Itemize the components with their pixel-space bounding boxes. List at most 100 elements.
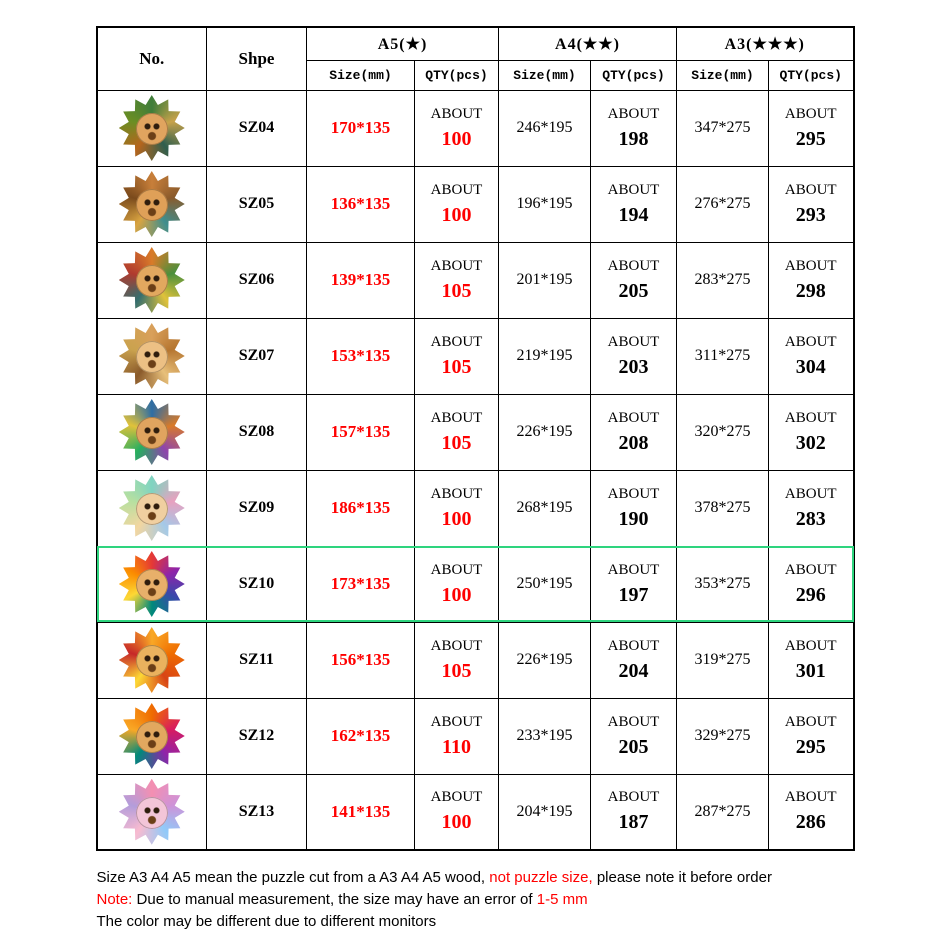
- lion-puzzle-image: [118, 703, 185, 769]
- lion-puzzle-image: [118, 399, 185, 465]
- a3-size-value: 378*275: [676, 469, 769, 547]
- a5-qty-value: 105: [441, 355, 472, 378]
- table-row: SZ06 139*135 ABOUT 105 201*195 ABOUT 205 2…: [96, 241, 854, 319]
- a3-size-value: 329*275: [676, 697, 769, 775]
- a5-qty-value: 105: [441, 659, 472, 682]
- lion-puzzle-image: [118, 95, 185, 161]
- a3-qty-value: 295: [795, 735, 826, 758]
- about-label: ABOUT: [607, 561, 660, 578]
- about-label: ABOUT: [607, 485, 660, 502]
- lion-puzzle-image: [118, 778, 185, 845]
- a3-qty-cell: ABOUT 298: [768, 241, 854, 319]
- lion-face-graphic: [135, 645, 168, 678]
- a5-qty-cell: ABOUT 110: [414, 697, 499, 775]
- about-label: ABOUT: [784, 257, 837, 274]
- header-a5-size: Size(mm): [306, 59, 415, 91]
- shape-code: SZ07: [206, 317, 307, 395]
- footer-notes: Size A3 A4 A5 mean the puzzle cut from a…: [97, 867, 854, 933]
- product-image-cell: [96, 545, 207, 623]
- header-a4-size: Size(mm): [498, 59, 591, 91]
- about-label: ABOUT: [430, 105, 483, 122]
- shape-code: SZ04: [206, 89, 307, 167]
- shape-code: SZ06: [206, 241, 307, 319]
- a5-size-value: 139*135: [306, 241, 415, 319]
- a3-qty-cell: ABOUT 296: [768, 545, 854, 623]
- lion-face-graphic: [135, 721, 168, 754]
- about-label: ABOUT: [784, 409, 837, 426]
- a3-size-value: 347*275: [676, 89, 769, 167]
- lion-face-graphic: [135, 569, 168, 602]
- a5-size-value: 156*135: [306, 621, 415, 699]
- a5-qty-cell: ABOUT 105: [414, 621, 499, 699]
- about-label: ABOUT: [607, 105, 660, 122]
- about-label: ABOUT: [607, 637, 660, 654]
- shape-code: SZ10: [206, 545, 307, 623]
- a4-qty-cell: ABOUT 198: [590, 89, 677, 167]
- lion-puzzle-image: [118, 475, 185, 541]
- a4-size-value: 226*195: [498, 393, 591, 471]
- a4-size-value: 196*195: [498, 165, 591, 243]
- a4-size-value: 219*195: [498, 317, 591, 395]
- a5-qty-cell: ABOUT 100: [414, 545, 499, 623]
- about-label: ABOUT: [784, 713, 837, 730]
- a5-qty-value: 100: [441, 811, 472, 834]
- a5-size-value: 186*135: [306, 469, 415, 547]
- a3-qty-value: 283: [795, 507, 826, 530]
- note-text: please note it before order: [592, 869, 772, 886]
- product-image-cell: [96, 697, 207, 775]
- a4-qty-value: 198: [618, 127, 649, 150]
- a3-qty-value: 286: [795, 811, 826, 834]
- note-text: The color may be different due to differ…: [96, 913, 437, 930]
- about-label: ABOUT: [430, 181, 483, 198]
- a5-size-value: 157*135: [306, 393, 415, 471]
- a4-qty-cell: ABOUT 205: [590, 241, 677, 319]
- product-image-cell: [96, 773, 207, 851]
- a4-qty-value: 205: [618, 735, 649, 758]
- a5-size-value: 153*135: [306, 317, 415, 395]
- lion-face-graphic: [135, 189, 168, 222]
- a5-qty-cell: ABOUT 105: [414, 317, 499, 395]
- a4-qty-cell: ABOUT 197: [590, 545, 677, 623]
- a4-size-value: 201*195: [498, 241, 591, 319]
- a3-size-value: 311*275: [676, 317, 769, 395]
- header-a4-qty: QTY(pcs): [590, 59, 677, 91]
- header-a5-qty: QTY(pcs): [414, 59, 499, 91]
- a5-size-value: 162*135: [306, 697, 415, 775]
- about-label: ABOUT: [430, 713, 483, 730]
- a4-size-value: 233*195: [498, 697, 591, 775]
- a3-size-value: 283*275: [676, 241, 769, 319]
- a3-qty-value: 304: [795, 355, 826, 378]
- a5-qty-value: 100: [441, 203, 472, 226]
- a5-qty-value: 100: [441, 507, 472, 530]
- a5-qty-cell: ABOUT 100: [414, 469, 499, 547]
- about-label: ABOUT: [784, 333, 837, 350]
- table-row: SZ05 136*135 ABOUT 100 196*195 ABOUT 194 2…: [96, 165, 854, 243]
- about-label: ABOUT: [784, 485, 837, 502]
- a3-size-value: 320*275: [676, 393, 769, 471]
- a5-qty-cell: ABOUT 100: [414, 773, 499, 851]
- note-text-red: 1-5 mm: [536, 891, 588, 908]
- header-a3-qty: QTY(pcs): [768, 59, 854, 91]
- a3-qty-value: 295: [795, 127, 826, 150]
- a5-qty-cell: ABOUT 105: [414, 241, 499, 319]
- a4-qty-value: 190: [618, 507, 649, 530]
- shape-code: SZ09: [206, 469, 307, 547]
- a4-qty-cell: ABOUT 190: [590, 469, 677, 547]
- about-label: ABOUT: [607, 333, 660, 350]
- table-row: SZ12 162*135 ABOUT 110 233*195 ABOUT 205 3…: [96, 697, 854, 775]
- lion-face-graphic: [135, 341, 168, 374]
- a4-qty-cell: ABOUT 205: [590, 697, 677, 775]
- a4-size-value: 250*195: [498, 545, 591, 623]
- about-label: ABOUT: [607, 409, 660, 426]
- a4-size-value: 246*195: [498, 89, 591, 167]
- lion-face-graphic: [135, 265, 168, 298]
- a4-size-value: 204*195: [498, 773, 591, 851]
- a3-size-value: 353*275: [676, 545, 769, 623]
- about-label: ABOUT: [430, 333, 483, 350]
- a4-qty-value: 197: [618, 583, 649, 606]
- a3-qty-cell: ABOUT 283: [768, 469, 854, 547]
- a5-qty-cell: ABOUT 100: [414, 165, 499, 243]
- a3-size-value: 319*275: [676, 621, 769, 699]
- a4-qty-value: 205: [618, 279, 649, 302]
- about-label: ABOUT: [430, 485, 483, 502]
